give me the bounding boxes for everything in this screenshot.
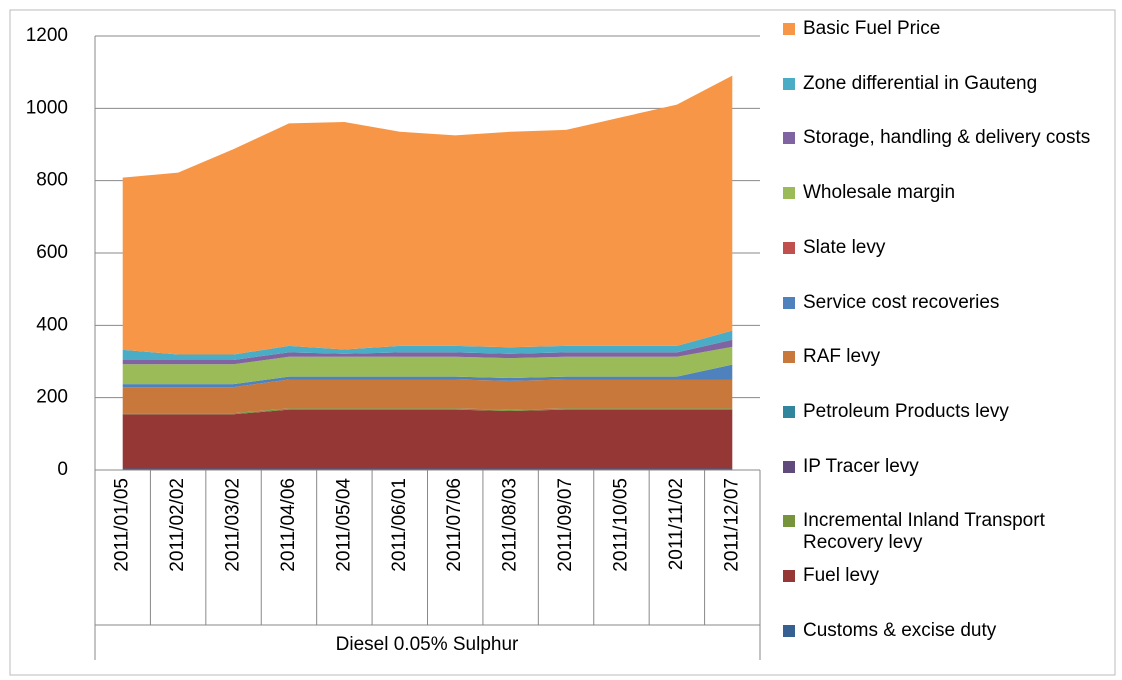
- y-tick-label: 800: [36, 170, 68, 191]
- area: [122, 379, 733, 414]
- legend-swatch: [783, 351, 795, 364]
- legend-label: Slate levy: [803, 236, 886, 258]
- legend-item: Incremental Inland Transport Recovery le…: [783, 510, 1113, 554]
- x-tick-label: 2011/11/02: [666, 478, 687, 570]
- area: [122, 408, 733, 415]
- x-tick-label: 2011/05/04: [333, 478, 354, 572]
- area: [122, 339, 733, 365]
- legend-swatch: [783, 23, 795, 35]
- legend-item: Customs & excise duty: [783, 620, 1113, 642]
- legend-item: Basic Fuel Price: [783, 18, 1113, 40]
- legend-item: Service cost recoveries: [783, 292, 1113, 314]
- legend-item: Fuel levy: [783, 565, 1113, 587]
- legend-item: Wholesale margin: [783, 182, 1113, 204]
- area: [122, 330, 733, 360]
- group-label: Diesel 0.05% Sulphur: [336, 634, 519, 655]
- area: [122, 364, 733, 388]
- y-tick-label: 600: [36, 242, 68, 263]
- legend-swatch: [783, 296, 795, 309]
- legend-label: Zone differential in Gauteng: [803, 72, 1038, 94]
- x-tick-label: 2011/06/01: [389, 478, 410, 572]
- legend-label: Basic Fuel Price: [803, 18, 941, 39]
- x-tick-label: 2011/08/03: [500, 478, 521, 572]
- legend-label: IP Tracer levy: [803, 455, 919, 477]
- y-tick-label: 1000: [26, 97, 68, 118]
- area: [122, 409, 733, 469]
- x-tick-label: 2011/12/07: [721, 478, 742, 572]
- legend-swatch: [783, 77, 795, 90]
- x-tick-label: 2011/02/02: [167, 478, 188, 572]
- legend-swatch: [783, 624, 795, 637]
- legend-item: Zone differential in Gauteng: [783, 73, 1113, 95]
- y-tick-label: 1200: [26, 25, 68, 46]
- y-tick-label: 400: [36, 314, 68, 335]
- legend-label: Customs & excise duty: [803, 619, 997, 641]
- chart-border: [9, 9, 1116, 676]
- area: [122, 408, 733, 414]
- legend-label: Fuel levy: [803, 565, 880, 586]
- legend-label: Petroleum Products levy: [803, 400, 1009, 422]
- area: [122, 408, 733, 414]
- legend-swatch: [783, 187, 795, 200]
- x-tick-label: 2011/01/05: [112, 478, 133, 572]
- y-tick-label: 0: [57, 459, 68, 480]
- legend-swatch: [783, 515, 795, 528]
- legend-swatch: [783, 570, 795, 582]
- legend-label: Service cost recoveries: [803, 291, 1000, 313]
- x-tick-label: 2011/04/06: [278, 478, 299, 572]
- area: [122, 75, 733, 355]
- legend-label: RAF levy: [803, 346, 881, 368]
- area: [122, 346, 733, 385]
- legend-swatch: [783, 460, 795, 473]
- x-tick-label: 2011/09/07: [555, 478, 576, 572]
- legend-item: Slate levy: [783, 237, 1113, 259]
- legend-item: RAF levy: [783, 346, 1113, 368]
- legend-item: IP Tracer levy: [783, 456, 1113, 478]
- y-tick-label: 200: [36, 387, 68, 408]
- x-tick-label: 2011/10/05: [610, 478, 631, 572]
- legend-item: Storage, handling & delivery costs: [783, 127, 1113, 149]
- legend-label: Wholesale margin: [803, 182, 956, 204]
- legend-label: Storage, handling & delivery costs: [803, 127, 1091, 149]
- legend-swatch: [783, 241, 795, 254]
- legend-swatch: [783, 405, 795, 418]
- x-tick-label: 2011/07/06: [444, 478, 465, 572]
- legend-label: Incremental Inland Transport Recovery le…: [803, 510, 1045, 554]
- legend-item: Petroleum Products levy: [783, 401, 1113, 423]
- legend-swatch: [783, 132, 795, 145]
- x-tick-label: 2011/03/02: [223, 478, 244, 572]
